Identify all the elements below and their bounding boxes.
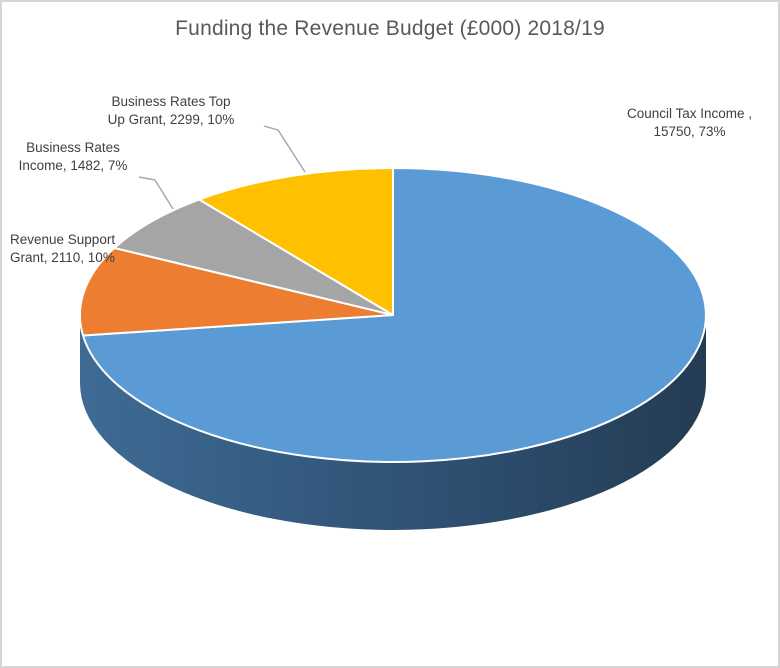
data-label-line: Grant, 2110, 10% [10, 249, 115, 265]
data-label-line: Income, 1482, 7% [18, 157, 128, 173]
pie-slices-group [78, 166, 707, 463]
data-label-council-tax-income: Council Tax Income , 15750, 73% [612, 105, 767, 141]
pie-side-wall [80, 315, 706, 530]
data-label-business-rates-income: Business Rates Income, 1482, 7% [3, 139, 143, 175]
pie-slice-council-tax-income [82, 167, 707, 463]
leader-line-business-rates-income [138, 176, 174, 210]
leader-line-business-rates-top-up-grant [263, 125, 306, 173]
data-label-line: Council Tax Income , [626, 106, 753, 121]
data-label-revenue-support-grant: Revenue Support Grant, 2110, 10% [6, 231, 132, 267]
data-label-line: Business Rates Top [111, 94, 231, 109]
pie-side-face [80, 315, 706, 530]
pie-slice-revenue-support-grant [78, 247, 394, 337]
pie-slice-business-rates-top-up-grant [198, 166, 394, 316]
data-label-line: Up Grant, 2299, 10% [107, 111, 235, 127]
data-label-line: Business Rates [26, 140, 120, 155]
data-label-business-rates-top-up-grant: Business Rates Top Up Grant, 2299, 10% [75, 93, 267, 129]
data-label-line: 15750, 73% [653, 123, 726, 139]
data-label-line: Revenue Support [10, 232, 116, 247]
pie-slice-business-rates-income [113, 198, 394, 316]
chart-title: Funding the Revenue Budget (£000) 2018/1… [175, 17, 605, 40]
